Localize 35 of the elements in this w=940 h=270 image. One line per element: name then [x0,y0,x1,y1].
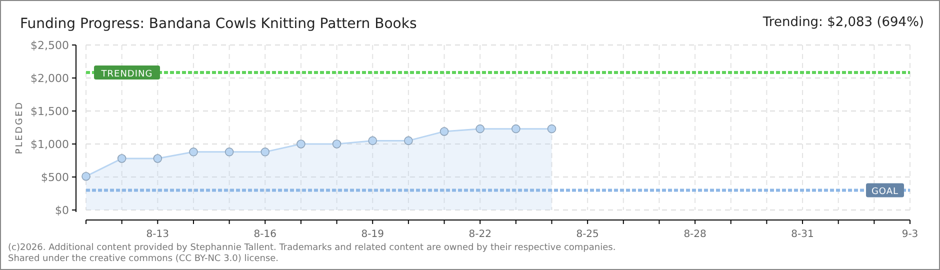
y-tick-label: $1,500 [30,105,69,118]
point [296,140,306,148]
point [368,136,377,146]
x-tick-label: 8-31 [791,229,814,240]
text: Shared under the creative commons (CC BY-NC 3.0) license. [8,254,279,264]
x-tick-label: 8-25 [576,229,599,240]
point [476,124,484,134]
point [332,140,342,148]
y-tick-label: $2,500 [30,39,69,52]
y-tick-label: $1,000 [30,138,69,151]
y-tick-label: $0 [55,204,69,217]
point [440,127,449,136]
point [82,172,90,181]
point [117,154,126,163]
point [547,124,556,134]
point [404,136,413,146]
point [260,148,270,156]
ref-line-label: GOAL [871,187,899,198]
text: (c)2026. Additional content provided by Stephannie Tallent. Trademarks and related content are owned by their respective companies. [8,243,616,253]
point [512,124,520,134]
x-tick-label: 8-13 [146,229,170,240]
x-tick-label: 8-16 [254,229,276,240]
x-tick-label: 8-22 [468,229,492,240]
y-tick-label: $2,000 [30,72,69,85]
x-tick-label: 9-3 [902,229,918,240]
x-tick-label: 8-19 [361,229,384,240]
point [189,148,198,156]
y-tick-label: $500 [41,171,69,184]
chart-title: Funding Progress: Bandana Cowls Knitting Pattern Books [20,16,417,32]
ref-line-label: TRENDING [100,70,153,80]
point [224,148,234,156]
point [153,154,162,163]
y-axis-title: PLEDGED [15,100,25,154]
chart-subtitle: Trending: $2,083 (694%) [762,15,924,30]
x-tick-label: 8-28 [684,229,706,240]
